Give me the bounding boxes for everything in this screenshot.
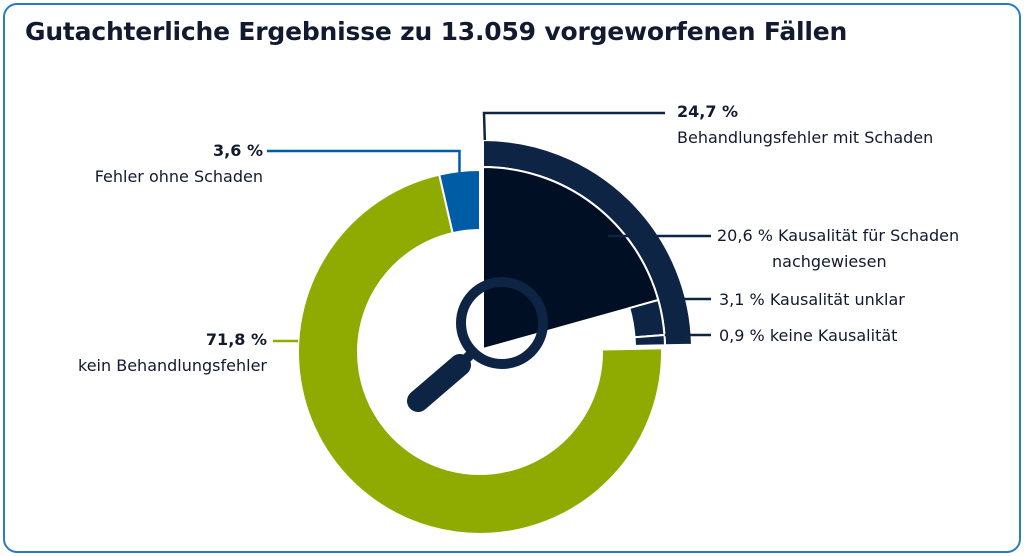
label-kausalitaet-unklar: 3,1 % Kausalität unklar xyxy=(719,290,905,309)
leader-lines-group xyxy=(267,111,711,343)
slice-keine-kausalitaet xyxy=(633,333,666,347)
slice-kausalitaet-nachgewiesen xyxy=(482,165,660,351)
label-keine-kausalitaet: 0,9 % keine Kausalität xyxy=(719,326,897,345)
label-behandlungsfehler-mit-schaden: Behandlungsfehler mit Schaden xyxy=(677,128,933,147)
label-value-kein-behandlungsfehler: 71,8 % xyxy=(206,330,267,349)
magnifier-icon xyxy=(407,277,548,412)
label-fehler-ohne-schaden: Fehler ohne Schaden xyxy=(95,167,263,186)
donut-chart: 24,7 % Behandlungsfehler mit Schaden 3,6… xyxy=(78,102,959,535)
slice-fehler-ohne-schaden xyxy=(438,168,481,235)
label-kein-behandlungsfehler: kein Behandlungsfehler xyxy=(78,356,267,375)
label-value-behandlungsfehler-mit-schaden: 24,7 % xyxy=(677,102,738,121)
chart-frame: Gutachterliche Ergebnisse zu 13.059 vorg… xyxy=(3,3,1021,553)
leader-behandlungsfehler-mit-schaden xyxy=(482,111,665,141)
label-value-fehler-ohne-schaden: 3,6 % xyxy=(213,141,263,160)
chart-title: Gutachterliche Ergebnisse zu 13.059 vorg… xyxy=(25,17,848,46)
label-kausalitaet-nachgewiesen-line2: nachgewiesen xyxy=(772,252,887,271)
slices-group xyxy=(297,138,693,535)
leader-fehler-ohne-schaden xyxy=(267,149,461,174)
slice-kausalitaet-unklar xyxy=(628,298,666,339)
slice-kein-behandlungsfehler xyxy=(297,173,663,535)
label-kausalitaet-nachgewiesen: 20,6 % Kausalität für Schaden xyxy=(717,226,959,245)
